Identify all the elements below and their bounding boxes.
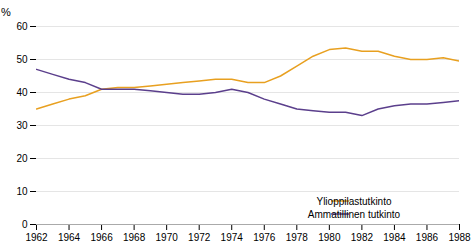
svg-text:40: 40 [16, 87, 28, 98]
svg-text:60: 60 [16, 21, 28, 32]
svg-text:1964: 1964 [58, 232, 81, 243]
svg-text:1970: 1970 [156, 232, 179, 243]
svg-text:0: 0 [22, 219, 28, 230]
svg-text:10: 10 [16, 186, 28, 197]
svg-text:20: 20 [16, 153, 28, 164]
svg-text:1974: 1974 [221, 232, 244, 243]
svg-text:Ammatillinen tutkinto: Ammatillinen tutkinto [308, 209, 401, 220]
svg-text:1982: 1982 [351, 232, 374, 243]
svg-text:Ylioppilastutkinto: Ylioppilastutkinto [316, 196, 391, 207]
svg-text:1962: 1962 [25, 232, 48, 243]
svg-text:1978: 1978 [286, 232, 309, 243]
svg-text:1988: 1988 [448, 232, 471, 243]
svg-text:1968: 1968 [123, 232, 146, 243]
svg-text:%: % [1, 6, 11, 18]
svg-text:1984: 1984 [383, 232, 406, 243]
svg-text:1986: 1986 [416, 232, 439, 243]
svg-text:1966: 1966 [90, 232, 113, 243]
svg-text:1972: 1972 [188, 232, 211, 243]
svg-text:30: 30 [16, 120, 28, 131]
svg-text:50: 50 [16, 54, 28, 65]
svg-text:1976: 1976 [253, 232, 276, 243]
svg-text:1980: 1980 [318, 232, 341, 243]
